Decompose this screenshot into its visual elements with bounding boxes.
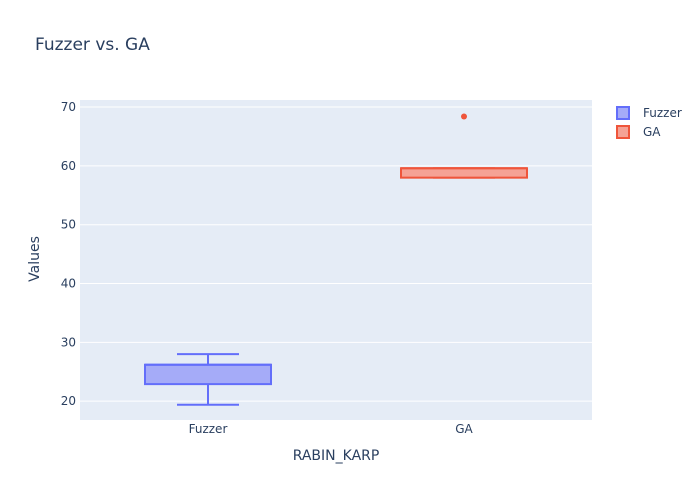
box-ga	[400, 113, 528, 179]
box-body	[144, 363, 272, 386]
chart-title: Fuzzer vs. GA	[35, 35, 150, 55]
y-axis-title: Values	[27, 236, 43, 282]
legend-label: Fuzzer	[643, 106, 682, 120]
y-axis-ticks: 20 30 40 50 60 70	[61, 100, 76, 408]
x-axis-title: RABIN_KARP	[293, 448, 380, 464]
x-axis-ticks: Fuzzer GA	[189, 422, 474, 436]
y-tick-label: 60	[61, 159, 76, 173]
plot-area	[80, 100, 592, 420]
legend-swatch	[616, 106, 630, 120]
x-tick-label: Fuzzer	[189, 422, 228, 436]
y-tick-label: 40	[61, 277, 76, 291]
box-fuzzer	[144, 353, 272, 406]
outlier-point	[461, 113, 467, 120]
y-tick-label: 20	[61, 394, 76, 408]
x-tick-label: GA	[455, 422, 473, 436]
legend-label: GA	[643, 125, 661, 139]
y-tick-label: 30	[61, 335, 76, 349]
box-series	[144, 113, 528, 406]
y-tick-label: 70	[61, 100, 76, 114]
box-body	[400, 167, 528, 179]
y-tick-label: 50	[61, 218, 76, 232]
legend-item-fuzzer[interactable]: Fuzzer	[616, 106, 682, 120]
grid-lines	[80, 106, 592, 402]
legend-item-ga[interactable]: GA	[616, 125, 661, 139]
legend-swatch	[616, 125, 630, 139]
legend[interactable]: Fuzzer GA	[616, 106, 682, 139]
